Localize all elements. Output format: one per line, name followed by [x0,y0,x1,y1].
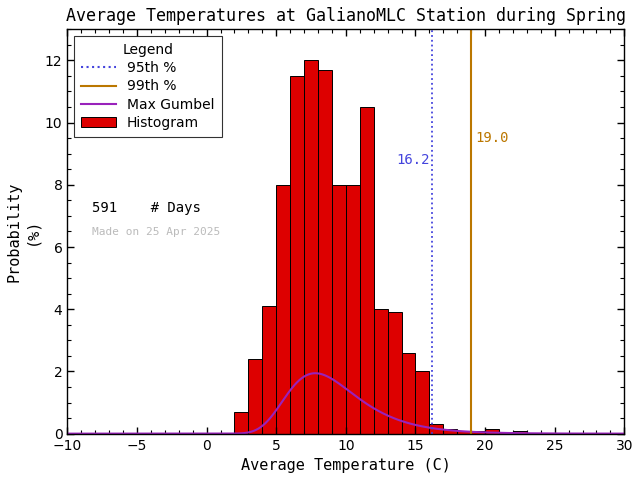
Y-axis label: Probability
(%): Probability (%) [7,181,39,282]
Bar [374,309,388,433]
Bar [471,431,485,433]
Bar [248,359,262,433]
Text: 16.2: 16.2 [396,153,429,167]
Bar [304,60,318,433]
Title: Average Temperatures at GalianoMLC Station during Spring: Average Temperatures at GalianoMLC Stati… [66,7,626,25]
X-axis label: Average Temperature (C): Average Temperature (C) [241,458,451,473]
Bar [290,76,304,433]
Legend: 95th %, 99th %, Max Gumbel, Histogram: 95th %, 99th %, Max Gumbel, Histogram [74,36,221,137]
Bar [457,431,471,433]
Bar [332,185,346,433]
Bar [262,306,276,433]
Bar [415,372,429,433]
Bar [444,429,457,433]
Text: 19.0: 19.0 [476,131,509,145]
Bar [388,312,401,433]
Bar [429,424,444,433]
Text: 591    # Days: 591 # Days [92,201,202,215]
Bar [485,429,499,433]
Bar [499,432,513,433]
Bar [346,185,360,433]
Bar [276,185,290,433]
Bar [513,431,527,433]
Bar [318,70,332,433]
Bar [401,353,415,433]
Bar [234,412,248,433]
Bar [360,107,374,433]
Text: Made on 25 Apr 2025: Made on 25 Apr 2025 [92,228,221,238]
